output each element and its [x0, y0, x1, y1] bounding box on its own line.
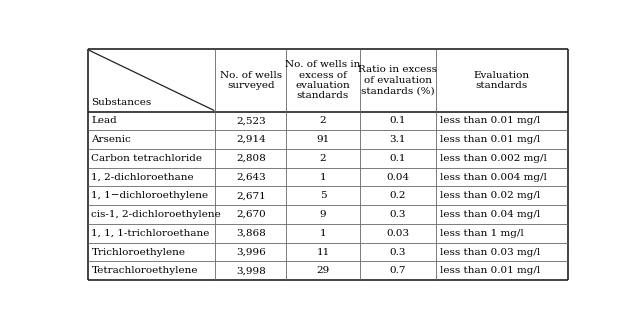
Text: 0.1: 0.1 [389, 116, 406, 126]
Text: 3,998: 3,998 [236, 266, 266, 275]
Text: 0.2: 0.2 [389, 191, 406, 200]
Text: Tetrachloroethylene: Tetrachloroethylene [92, 266, 198, 275]
Text: 0.03: 0.03 [386, 229, 409, 238]
Text: less than 0.04 mg/l: less than 0.04 mg/l [440, 210, 540, 219]
Text: 1: 1 [319, 172, 326, 182]
Text: 0.3: 0.3 [389, 247, 406, 257]
Text: Arsenic: Arsenic [92, 135, 131, 144]
Text: less than 0.01 mg/l: less than 0.01 mg/l [440, 116, 540, 126]
Text: less than 0.002 mg/l: less than 0.002 mg/l [440, 154, 547, 163]
Text: 0.1: 0.1 [389, 154, 406, 163]
Text: 3.1: 3.1 [389, 135, 406, 144]
Text: 0.04: 0.04 [386, 172, 409, 182]
Text: less than 0.01 mg/l: less than 0.01 mg/l [440, 135, 540, 144]
Text: 29: 29 [316, 266, 330, 275]
Text: Substances: Substances [91, 98, 151, 107]
Text: 0.7: 0.7 [389, 266, 406, 275]
Text: 1: 1 [319, 229, 326, 238]
Text: 91: 91 [316, 135, 330, 144]
Text: 1, 1−dichloroethylene: 1, 1−dichloroethylene [92, 191, 209, 200]
Text: 2: 2 [319, 154, 326, 163]
Text: 5: 5 [319, 191, 326, 200]
Text: No. of wells in
excess of
evaluation
standards: No. of wells in excess of evaluation sta… [285, 60, 361, 100]
Text: Ratio in excess
of evaluation
standards (%): Ratio in excess of evaluation standards … [358, 66, 437, 95]
Text: Carbon tetrachloride: Carbon tetrachloride [92, 154, 202, 163]
Text: 2: 2 [319, 116, 326, 126]
Text: Trichloroethylene: Trichloroethylene [92, 247, 186, 257]
Text: less than 0.01 mg/l: less than 0.01 mg/l [440, 266, 540, 275]
Text: No. of wells
surveyed: No. of wells surveyed [220, 71, 282, 90]
Text: 2,523: 2,523 [236, 116, 266, 126]
Text: less than 0.004 mg/l: less than 0.004 mg/l [440, 172, 547, 182]
Text: 2,914: 2,914 [236, 135, 266, 144]
Text: 2,808: 2,808 [236, 154, 266, 163]
Text: 9: 9 [319, 210, 326, 219]
Text: Evaluation
standards: Evaluation standards [474, 71, 530, 90]
Text: less than 1 mg/l: less than 1 mg/l [440, 229, 524, 238]
Text: less than 0.02 mg/l: less than 0.02 mg/l [440, 191, 540, 200]
Text: 3,868: 3,868 [236, 229, 266, 238]
Text: 1, 2-dichloroethane: 1, 2-dichloroethane [92, 172, 194, 182]
Text: 0.3: 0.3 [389, 210, 406, 219]
Text: 2,643: 2,643 [236, 172, 266, 182]
Text: 2,671: 2,671 [236, 191, 266, 200]
Text: 2,670: 2,670 [236, 210, 266, 219]
Text: 3,996: 3,996 [236, 247, 266, 257]
Text: Lead: Lead [92, 116, 117, 126]
Text: less than 0.03 mg/l: less than 0.03 mg/l [440, 247, 540, 257]
Text: 1, 1, 1-trichloroethane: 1, 1, 1-trichloroethane [92, 229, 210, 238]
Text: 11: 11 [316, 247, 330, 257]
Text: cis-1, 2-dichloroethylene: cis-1, 2-dichloroethylene [92, 210, 221, 219]
